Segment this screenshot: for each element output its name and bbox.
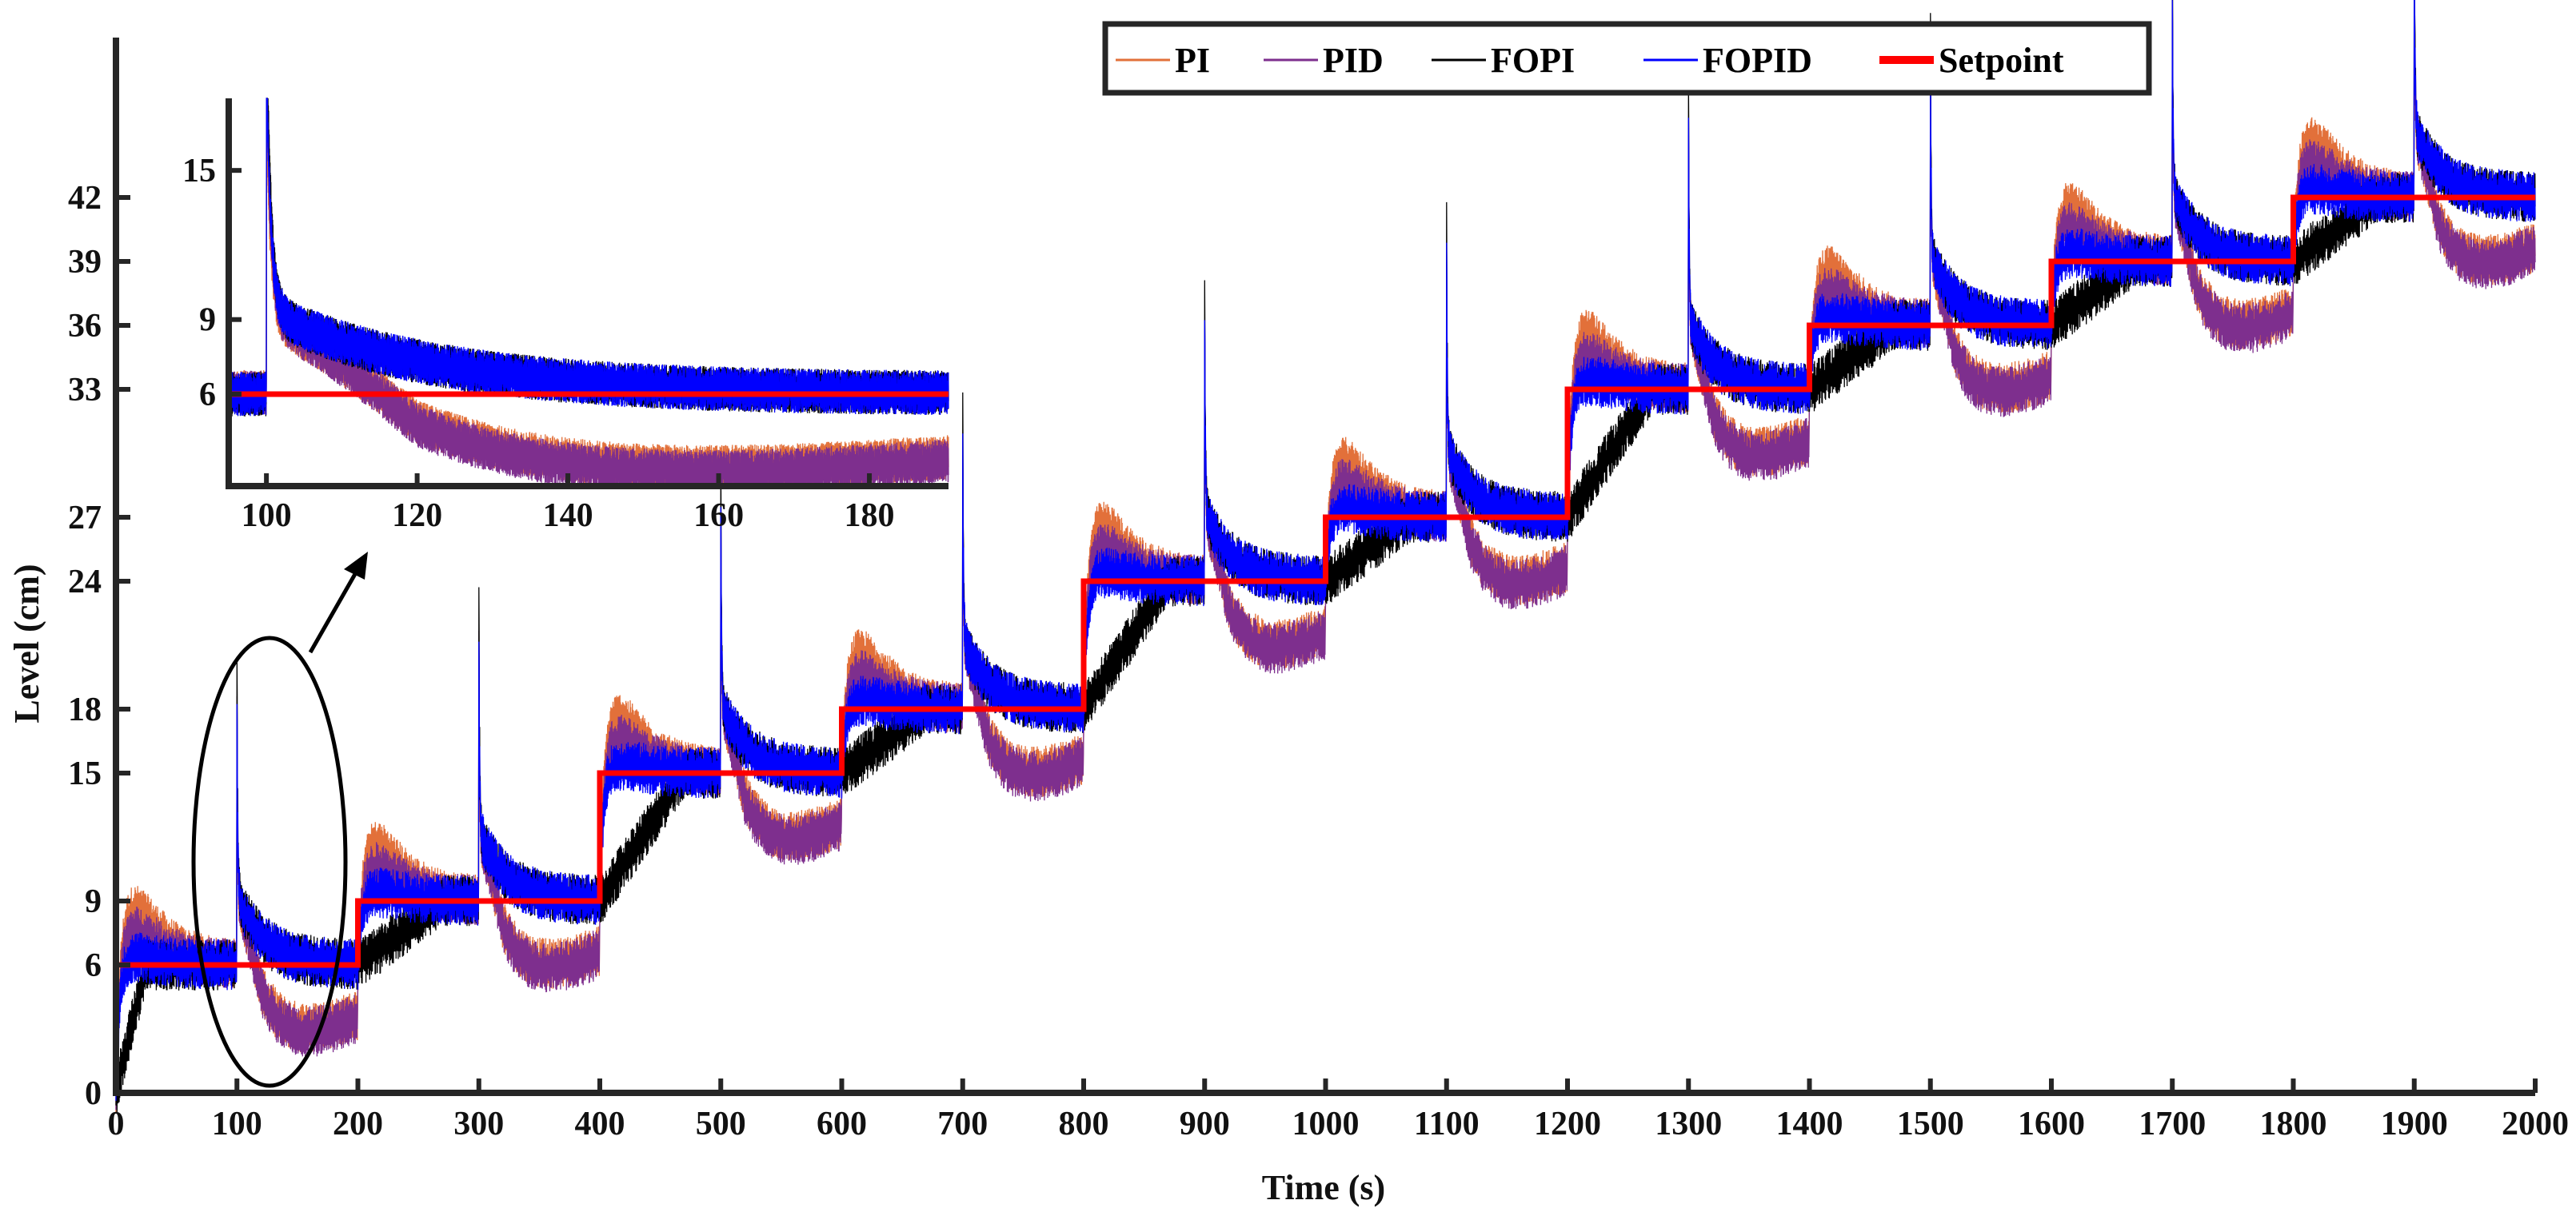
y-tick-label: 24 bbox=[68, 564, 102, 600]
inset-x-tick-label: 160 bbox=[693, 497, 744, 534]
x-axis-label: Time (s) bbox=[1262, 1168, 1385, 1207]
y-tick-label: 36 bbox=[68, 308, 102, 345]
x-tick-label: 700 bbox=[937, 1106, 988, 1142]
x-tick-label: 600 bbox=[817, 1106, 867, 1142]
y-tick-label: 9 bbox=[85, 883, 102, 920]
x-tick-label: 800 bbox=[1059, 1106, 1109, 1142]
inset-y-tick-label: 15 bbox=[182, 153, 216, 189]
x-tick-label: 1600 bbox=[2018, 1106, 2085, 1142]
y-tick-label: 42 bbox=[68, 180, 102, 217]
legend-label-setpoint: Setpoint bbox=[1939, 41, 2064, 80]
y-tick-label: 15 bbox=[68, 756, 102, 792]
series-line-setpoint bbox=[116, 194, 2535, 968]
y-tick-label: 39 bbox=[68, 244, 102, 281]
inset-x-tick-label: 120 bbox=[392, 497, 442, 534]
inset-x-tick-label: 180 bbox=[845, 497, 895, 534]
inset-y-tick-label: 9 bbox=[199, 302, 216, 339]
y-tick-label: 18 bbox=[68, 692, 102, 728]
y-tick-label: 0 bbox=[85, 1075, 102, 1112]
x-tick-label: 400 bbox=[575, 1106, 625, 1142]
x-tick-label: 1900 bbox=[2381, 1106, 2448, 1142]
y-tick-label: 27 bbox=[68, 500, 102, 536]
main-plot-series bbox=[115, 0, 2536, 1114]
inset-y-tick-label: 6 bbox=[199, 377, 216, 413]
legend-label-fopid: FOPID bbox=[1703, 41, 1812, 80]
arrow-head-icon bbox=[344, 552, 368, 580]
zoom-region-ellipse bbox=[191, 636, 348, 1088]
x-tick-label: 1300 bbox=[1655, 1106, 1722, 1142]
x-tick-label: 2000 bbox=[2502, 1106, 2569, 1142]
x-tick-label: 1500 bbox=[1897, 1106, 1964, 1142]
inset-x-tick-label: 140 bbox=[543, 497, 593, 534]
x-tick-label: 1100 bbox=[1414, 1106, 1480, 1142]
x-tick-label: 1400 bbox=[1776, 1106, 1843, 1142]
x-tick-label: 1700 bbox=[2139, 1106, 2206, 1142]
x-tick-label: 1200 bbox=[1534, 1106, 1601, 1142]
legend-label-pid: PID bbox=[1323, 41, 1384, 80]
y-tick-label: 33 bbox=[68, 372, 102, 409]
zoom-arrow bbox=[308, 561, 364, 654]
x-tick-label: 200 bbox=[333, 1106, 383, 1142]
y-tick-label: 6 bbox=[85, 947, 102, 984]
x-tick-label: 900 bbox=[1180, 1106, 1230, 1142]
x-tick-label: 1800 bbox=[2260, 1106, 2327, 1142]
y-axis-label: Level (cm) bbox=[7, 564, 46, 723]
inset-x-tick-label: 100 bbox=[242, 497, 292, 534]
x-tick-label: 500 bbox=[696, 1106, 746, 1142]
inset-series bbox=[228, 98, 949, 487]
x-tick-label: 300 bbox=[453, 1106, 504, 1142]
legend-label-pi: PI bbox=[1175, 41, 1210, 80]
legend: PI PID FOPI FOPID Setpoint bbox=[1102, 21, 2152, 96]
x-tick-label: 0 bbox=[108, 1106, 125, 1142]
x-tick-label: 1000 bbox=[1292, 1106, 1360, 1142]
inset-plot: 100 120 140 160 180 6 9 15 bbox=[182, 98, 949, 534]
inset-axes: 100 120 140 160 180 6 9 15 bbox=[182, 98, 949, 534]
main-axes: 0 100 200 300 400 500 600 700 800 900 1000 1100 1200… bbox=[68, 38, 2569, 1142]
legend-label-fopi: FOPI bbox=[1491, 41, 1575, 80]
x-tick-label: 100 bbox=[212, 1106, 262, 1142]
series-line-fopid bbox=[115, 0, 2536, 1101]
